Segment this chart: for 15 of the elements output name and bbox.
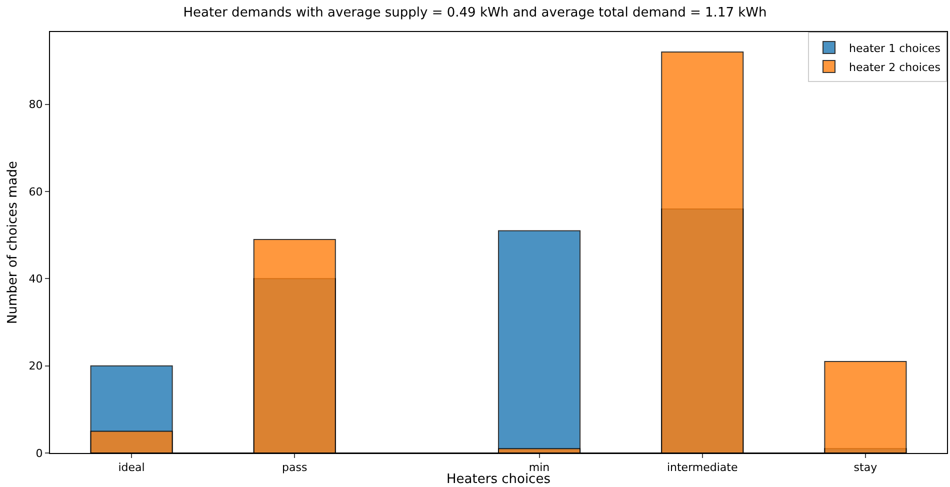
x-tick-label: min xyxy=(528,461,550,474)
y-tick-label: 20 xyxy=(28,360,43,373)
legend-label: heater 1 choices xyxy=(849,42,941,55)
x-tick-label: intermediate xyxy=(666,461,738,474)
y-axis-title: Number of choices made xyxy=(6,161,21,324)
x-tick-label: pass xyxy=(282,461,308,474)
x-tick-label: stay xyxy=(854,461,878,474)
y-tick-label: 0 xyxy=(36,446,43,460)
chart-title: Heater demands with average supply = 0.49 kWh and average total demand = 1.17 kWh xyxy=(183,5,767,20)
y-tick-label: 80 xyxy=(28,98,43,112)
x-axis-title: Heaters choices xyxy=(446,472,551,487)
y-tick-label: 40 xyxy=(28,272,43,286)
legend-label: heater 2 choices xyxy=(849,60,941,74)
y-tick-label: 60 xyxy=(28,185,43,198)
x-tick-label: ideal xyxy=(118,461,145,474)
